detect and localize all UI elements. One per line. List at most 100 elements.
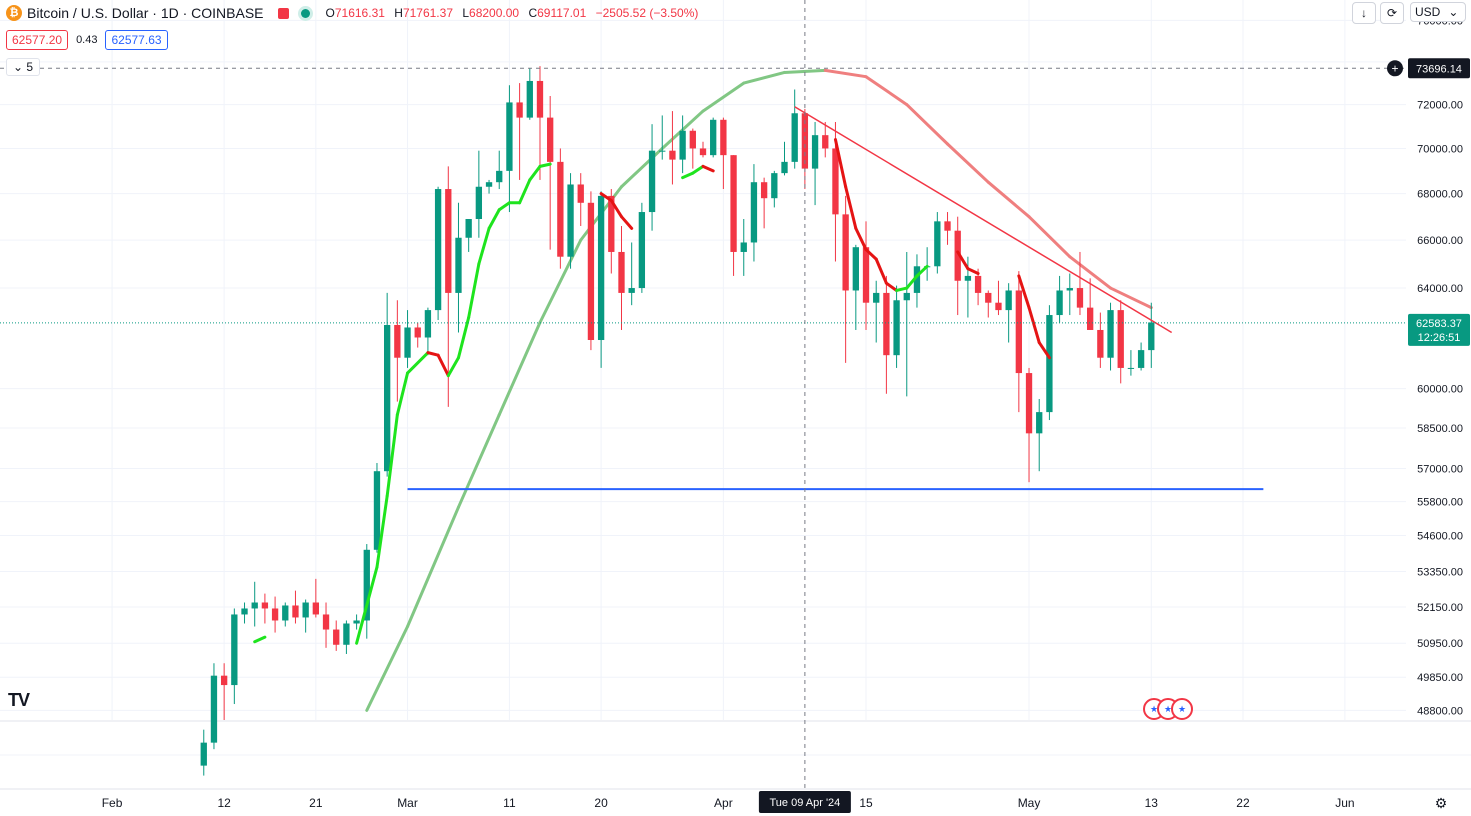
indicators-toggle[interactable]: ⌄ 5	[6, 58, 41, 76]
x-tick-label: Jun	[1335, 796, 1354, 810]
fast-ma-segment	[446, 356, 460, 378]
y-tick-label: 70000.00	[1417, 143, 1463, 155]
flag-icon[interactable]	[277, 7, 289, 19]
candle-body	[1025, 373, 1033, 434]
chevron-down-icon: ⌄	[1448, 5, 1459, 19]
candle-body	[363, 549, 370, 621]
gear-icon: ⚙	[1435, 795, 1448, 811]
candle-body	[536, 80, 544, 118]
x-tick-label: Mar	[397, 796, 418, 810]
crosshair-price-label: 73696.14	[1416, 63, 1462, 75]
candle	[302, 599, 309, 633]
candle-body	[506, 102, 513, 171]
y-tick-label: 52150.00	[1417, 602, 1463, 614]
candle-body	[862, 247, 870, 303]
candle-body	[740, 242, 747, 252]
crosshair-price-bg	[1408, 58, 1470, 79]
tradingview-logo[interactable]: TV	[8, 690, 30, 710]
candle-body	[842, 214, 849, 291]
candle	[475, 150, 483, 238]
candle-body	[567, 184, 574, 257]
fast-ma-segment	[599, 192, 613, 202]
candle	[1137, 342, 1145, 371]
candle-body	[873, 292, 880, 303]
y-tick-label: 55800.00	[1417, 497, 1463, 509]
candle	[720, 117, 727, 190]
candle	[434, 186, 442, 321]
candle	[710, 117, 717, 158]
candle-body	[220, 675, 228, 686]
download-button[interactable]: ↓	[1352, 2, 1376, 24]
candle-body	[648, 150, 656, 213]
candle	[628, 242, 635, 306]
y-tick-label: 57000.00	[1417, 463, 1463, 475]
candle-body	[1148, 322, 1155, 351]
candle-body	[333, 629, 340, 645]
slow-ma-segment	[1109, 286, 1153, 310]
fast-ma-segment	[956, 250, 970, 271]
candle	[730, 155, 737, 276]
candle	[271, 596, 279, 633]
candle	[699, 141, 707, 158]
candle	[220, 663, 228, 720]
candle-body	[934, 221, 941, 267]
candle	[577, 173, 584, 227]
us-flag-icon[interactable]: ★	[1171, 698, 1193, 720]
fast-ma-segment	[1027, 306, 1041, 345]
candle	[465, 219, 472, 252]
candle-body	[760, 182, 768, 199]
candle	[873, 280, 880, 343]
fast-ma-segment	[497, 201, 511, 212]
fast-ma-segment	[844, 185, 858, 230]
candle	[414, 322, 421, 348]
candle	[536, 66, 544, 180]
open-value: 71616.31	[334, 6, 385, 20]
candle	[547, 95, 554, 250]
economic-events[interactable]: ★ ★ ★	[1143, 698, 1193, 720]
candle	[251, 581, 258, 627]
fast-ma-segment	[528, 164, 542, 182]
fast-ma-segment	[854, 226, 868, 252]
slow-ma-segment	[905, 103, 950, 146]
candle-body	[455, 237, 462, 293]
candle	[648, 124, 656, 231]
currency-select[interactable]: USD ⌄	[1410, 2, 1466, 22]
currency-value: USD	[1415, 5, 1441, 19]
candle-body	[322, 614, 330, 630]
candle	[292, 590, 299, 624]
x-tick-label: Apr	[714, 796, 733, 810]
candle-body	[485, 182, 493, 187]
symbol-title[interactable]: Bitcoin / U.S. Dollar · 1D · COINBASE	[27, 5, 264, 21]
candle-body	[750, 182, 758, 243]
candle-body	[964, 275, 972, 281]
candle-body	[985, 292, 992, 303]
slow-ma-segment	[864, 75, 909, 107]
candle-body	[679, 130, 686, 160]
candle-body	[577, 184, 584, 203]
candle-body	[557, 161, 564, 257]
candle	[1015, 271, 1022, 413]
replay-button[interactable]: ⟳	[1380, 2, 1404, 24]
sell-button[interactable]: 62577.20	[6, 30, 69, 50]
candle	[200, 729, 207, 776]
candle-body	[618, 251, 625, 293]
candle-body	[628, 288, 635, 293]
plus-icon: +	[1391, 61, 1398, 75]
candle-body	[424, 310, 432, 338]
candle-body	[1046, 315, 1053, 413]
candle-body	[200, 742, 207, 766]
bitcoin-logo-icon: ₿	[6, 5, 22, 21]
candle-body	[832, 148, 839, 215]
candle	[373, 463, 381, 553]
candle	[567, 173, 574, 269]
candle	[638, 202, 646, 293]
buy-button[interactable]: 62577.63	[105, 30, 168, 50]
candle	[913, 254, 921, 308]
x-tick-label: May	[1018, 796, 1041, 810]
candle-body	[608, 195, 615, 252]
y-tick-label: 53350.00	[1417, 567, 1463, 579]
last-price-label: 62583.37	[1416, 318, 1462, 330]
candle	[343, 620, 350, 654]
candle	[618, 226, 625, 330]
